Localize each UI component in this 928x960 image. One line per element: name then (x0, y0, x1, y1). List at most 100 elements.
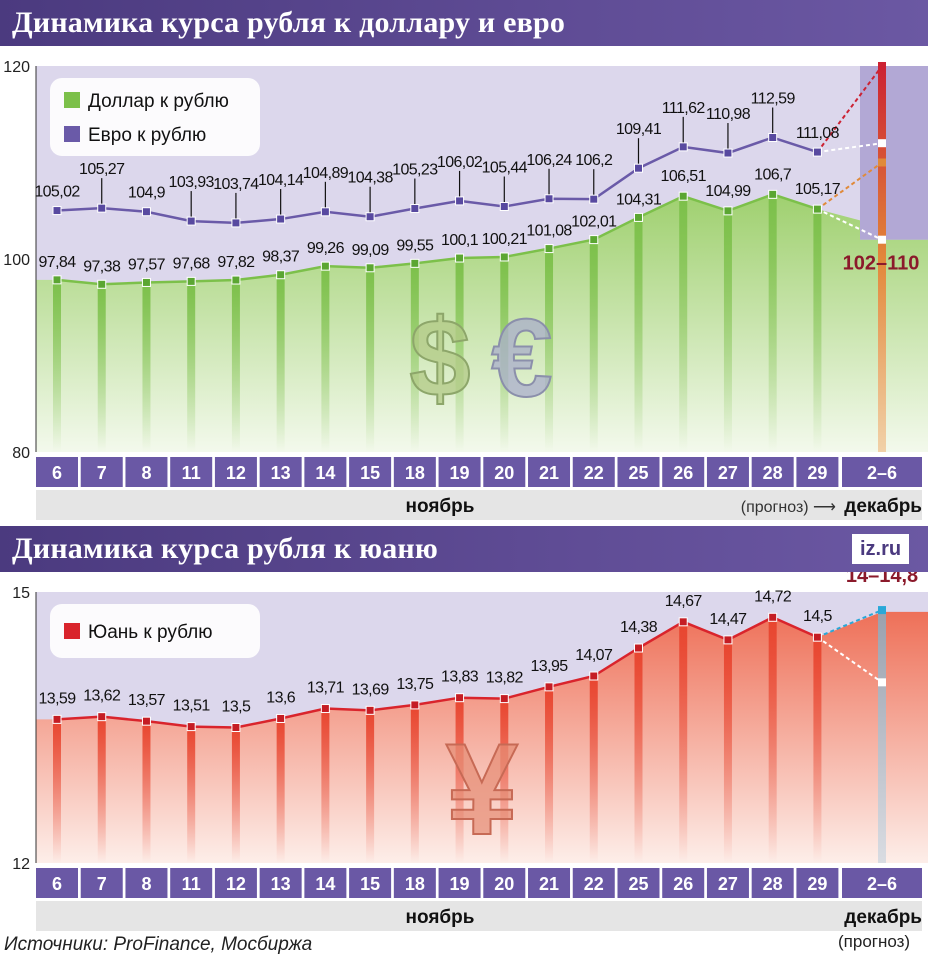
cny-forecast-low-point (878, 678, 886, 687)
usd-value-label: 99,26 (307, 240, 345, 257)
eur-value-label: 105,44 (482, 160, 528, 177)
usd-bar (142, 282, 151, 452)
cny-value-label: 13,51 (173, 698, 211, 715)
usd-value-label: 97,38 (83, 258, 121, 275)
forecast-tick-cell (842, 868, 922, 898)
cny-legend-swatch (64, 623, 80, 639)
x-tick-label: 18 (405, 874, 425, 894)
eur-legend-swatch (64, 126, 80, 142)
usd-point (97, 279, 107, 289)
cny-value-label: 14,5 (803, 608, 832, 625)
usd-bar (187, 281, 196, 452)
eur-point (589, 194, 599, 204)
eur-value-label: 112,59 (751, 91, 796, 108)
chart1-y-tick: 100 (3, 252, 30, 269)
x-tick-cell (304, 457, 347, 487)
usd-point (678, 191, 688, 201)
cny-point (633, 643, 643, 653)
eur-value-label: 104,89 (303, 165, 349, 182)
cny-point (141, 716, 151, 726)
usd-bar (276, 274, 285, 452)
eur-point (544, 194, 554, 204)
eur-point (633, 163, 643, 173)
x-tick-cell (214, 457, 257, 487)
usd-bar (813, 209, 822, 452)
x-tick-label: 12 (226, 874, 246, 894)
cny-value-label: 14,67 (665, 593, 703, 610)
cny-forecast-high-point (878, 606, 886, 615)
x-tick-label: 21 (539, 463, 559, 483)
cny-bar (813, 637, 822, 863)
x-tick-cell (438, 868, 481, 898)
x-tick-label: 14 (315, 874, 335, 894)
cny-value-label: 13,5 (222, 699, 251, 716)
eur-value-label: 105,23 (392, 162, 438, 179)
eur-forecast-high-line (816, 65, 883, 153)
x-tick-cell (393, 868, 436, 898)
forecast-point (878, 62, 886, 70)
x-tick-label: 25 (628, 874, 648, 894)
chart2-svg: 12 15 ¥14–14,8 13,59 13,62 13,57 13,51 13,5 13,6… (12, 572, 928, 931)
x-tick-cell (304, 868, 347, 898)
x-tick-cell (214, 868, 257, 898)
cny-value-label: 14,47 (709, 611, 747, 628)
forecast-month-label: декабрь (844, 496, 922, 517)
x-tick-label: 27 (718, 463, 738, 483)
x-tick-cell (483, 457, 526, 487)
x-tick-label: 7 (97, 874, 107, 894)
x-tick-cell (393, 457, 436, 487)
cny-bar (97, 716, 106, 863)
x-tick-label: 6 (52, 874, 62, 894)
eur-value-label: 106,24 (526, 152, 572, 169)
eur-value-label: 104,38 (347, 170, 393, 187)
iz-logo: iz.ru (852, 534, 910, 564)
cny-point (589, 671, 599, 681)
x-tick-cell (349, 457, 392, 487)
forecast-tick-label: 2–6 (867, 463, 897, 483)
x-tick-label: 28 (763, 463, 783, 483)
eur-value-label: 106,2 (575, 152, 613, 169)
forecast-month-label: декабрь (844, 907, 922, 928)
eur-point (97, 203, 107, 213)
dollar-symbol: $ (409, 297, 470, 420)
usd-bar (231, 280, 240, 452)
usd-area (36, 194, 928, 452)
month-label: ноябрь (406, 907, 475, 928)
cny-value-label: 13,75 (396, 676, 434, 693)
cny-bar (455, 697, 464, 863)
usd-forecast-high-line (816, 161, 883, 210)
usd-value-label: 100,1 (441, 232, 479, 249)
x-tick-cell (259, 457, 302, 487)
x-tick-cell (259, 868, 302, 898)
chart1-y-tick: 80 (12, 445, 30, 462)
usd-bar (500, 256, 509, 452)
cny-forecast-high-line (817, 609, 883, 639)
eur-value-label: 110,98 (706, 106, 751, 123)
eur-point (52, 206, 62, 216)
usd-value-label: 97,57 (128, 256, 166, 273)
x-tick-cell (572, 457, 615, 487)
usd-value-label: 97,84 (38, 254, 76, 271)
usd-value-label: 106,7 (754, 166, 792, 183)
cny-point (768, 612, 778, 622)
x-tick-label: 6 (52, 463, 62, 483)
usd-point (768, 189, 778, 199)
usd-forecast-low-line (816, 208, 883, 241)
x-tick-cell (80, 457, 123, 487)
usd-value-label: 98,37 (262, 249, 300, 266)
cny-point (812, 632, 822, 642)
cny-bar (589, 676, 598, 863)
x-tick-label: 29 (807, 463, 827, 483)
forecast-point (878, 158, 886, 167)
chart1-svg: 80100120$€112–120102–11097,8497,3897,579… (3, 59, 928, 520)
usd-bar (768, 194, 777, 452)
x-tick-cell (528, 457, 571, 487)
cny-point (723, 635, 733, 645)
x-tick-cell (751, 457, 794, 487)
cny-bar (321, 708, 330, 863)
eur-point (768, 133, 778, 143)
usd-point (52, 275, 62, 285)
x-tick-label: 29 (807, 874, 827, 894)
cny-point (276, 713, 286, 723)
